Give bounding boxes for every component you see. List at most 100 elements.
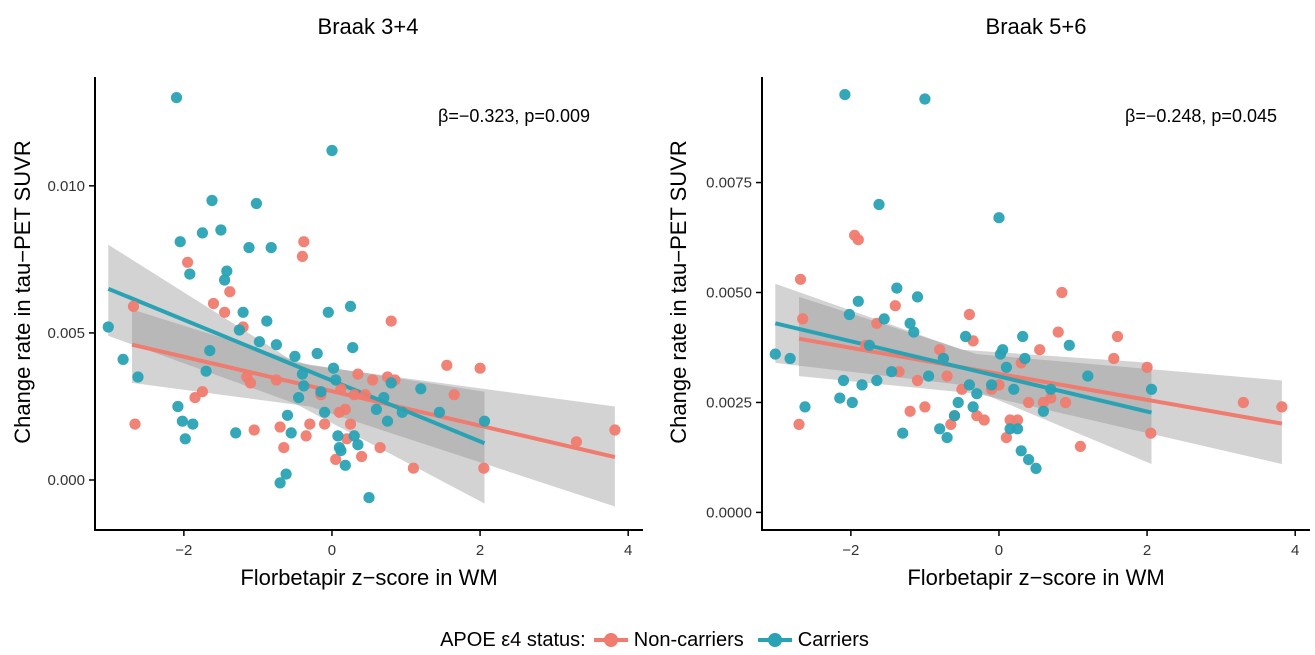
data-point-carriers bbox=[934, 423, 946, 435]
data-point-carriers bbox=[221, 265, 233, 277]
data-point-carriers bbox=[908, 326, 920, 338]
data-point-carriers bbox=[102, 321, 114, 333]
data-point-non-carriers bbox=[797, 313, 809, 325]
annotation-stats: β=−0.323, p=0.009 bbox=[438, 106, 590, 126]
data-point-carriers bbox=[330, 374, 342, 386]
data-point-carriers bbox=[873, 198, 885, 211]
legend-label-non-carriers: Non-carriers bbox=[633, 628, 744, 651]
data-point-carriers bbox=[326, 144, 338, 157]
data-point-non-carriers bbox=[474, 362, 486, 374]
data-point-non-carriers bbox=[1145, 427, 1157, 439]
data-point-carriers bbox=[204, 345, 216, 357]
data-point-carriers bbox=[941, 432, 953, 444]
legend-key-non-carriers bbox=[593, 629, 628, 651]
data-point-carriers bbox=[261, 315, 273, 327]
data-point-non-carriers bbox=[352, 368, 364, 380]
data-point-carriers bbox=[280, 468, 292, 480]
data-point-non-carriers bbox=[941, 370, 953, 382]
data-point-carriers bbox=[1019, 352, 1031, 365]
data-point-carriers bbox=[281, 409, 294, 421]
data-point-carriers bbox=[1145, 383, 1158, 395]
data-point-carriers bbox=[923, 370, 935, 382]
data-point-carriers bbox=[200, 365, 212, 377]
data-point-non-carriers bbox=[344, 418, 357, 430]
data-point-carriers bbox=[187, 418, 199, 430]
legend-point bbox=[767, 633, 782, 647]
data-point-carriers bbox=[385, 377, 397, 389]
data-point-carriers bbox=[878, 313, 890, 325]
data-point-carriers bbox=[243, 242, 255, 254]
data-point-non-carriers bbox=[1237, 396, 1249, 409]
y-axis-label: Change rate in tau−PET SUVR bbox=[666, 140, 691, 444]
data-points bbox=[102, 92, 621, 504]
fit-line-non-carriers bbox=[798, 336, 1283, 426]
x-axis-label: Florbetapir z−score in WM bbox=[240, 565, 497, 590]
data-point-non-carriers bbox=[298, 236, 310, 248]
data-point-non-carriers bbox=[319, 418, 331, 430]
data-point-non-carriers bbox=[1108, 352, 1120, 365]
data-point-carriers bbox=[937, 352, 950, 365]
data-point-carriers bbox=[298, 380, 310, 392]
data-point-carriers bbox=[315, 386, 327, 398]
data-points bbox=[769, 89, 1288, 474]
data-point-carriers bbox=[1045, 383, 1057, 395]
data-point-carriers bbox=[1008, 383, 1020, 395]
data-point-carriers bbox=[852, 295, 864, 307]
data-point-non-carriers bbox=[224, 286, 236, 298]
data-point-non-carriers bbox=[793, 418, 805, 430]
data-point-non-carriers bbox=[244, 377, 257, 389]
data-point-carriers bbox=[963, 379, 976, 391]
data-point-non-carriers bbox=[852, 234, 864, 246]
data-point-carriers bbox=[253, 336, 265, 348]
x-tick-label: 4 bbox=[624, 542, 632, 559]
data-point-carriers bbox=[948, 410, 961, 422]
data-point-non-carriers bbox=[296, 250, 308, 262]
data-point-carriers bbox=[1000, 361, 1013, 373]
data-point-non-carriers bbox=[1141, 361, 1153, 373]
fit-line-non-carriers bbox=[131, 342, 616, 459]
fit-lines bbox=[107, 286, 616, 459]
data-point-carriers bbox=[230, 427, 242, 439]
data-point-non-carriers bbox=[367, 374, 379, 386]
data-point-carriers bbox=[132, 371, 144, 383]
data-point-carriers bbox=[993, 212, 1005, 224]
data-point-non-carriers bbox=[300, 430, 312, 442]
data-point-non-carriers bbox=[385, 315, 397, 327]
data-point-non-carriers bbox=[374, 442, 386, 454]
data-point-non-carriers bbox=[889, 300, 901, 312]
legend-point bbox=[603, 633, 618, 647]
legend-label-carriers: Carriers bbox=[797, 628, 869, 651]
data-point-carriers bbox=[339, 459, 351, 471]
data-point-carriers bbox=[834, 392, 846, 404]
data-point-non-carriers bbox=[1111, 330, 1124, 343]
data-point-non-carriers bbox=[274, 421, 286, 433]
data-point-carriers bbox=[415, 383, 427, 395]
data-point-carriers bbox=[179, 433, 191, 445]
data-point-carriers bbox=[322, 306, 334, 318]
y-tick-label: 0.0025 bbox=[706, 394, 752, 411]
data-point-non-carriers bbox=[1011, 414, 1024, 426]
data-point-carriers bbox=[270, 339, 282, 351]
data-point-carriers bbox=[919, 93, 931, 105]
data-point-carriers bbox=[891, 282, 903, 294]
data-point-carriers bbox=[327, 362, 340, 374]
x-ticks: −2 0 2 4 bbox=[842, 530, 1299, 559]
data-point-carriers bbox=[784, 352, 796, 365]
data-point-carriers bbox=[478, 415, 491, 427]
ci-band-carriers bbox=[108, 244, 485, 504]
data-point-carriers bbox=[837, 374, 850, 387]
data-point-non-carriers bbox=[570, 436, 583, 448]
data-point-carriers bbox=[967, 401, 979, 413]
data-point-carriers bbox=[289, 350, 301, 362]
data-point-carriers bbox=[370, 403, 382, 415]
data-point-non-carriers bbox=[348, 389, 360, 401]
data-point-non-carriers bbox=[1060, 396, 1072, 409]
data-point-carriers bbox=[997, 344, 1009, 356]
data-point-carriers bbox=[219, 274, 231, 286]
data-point-carriers bbox=[274, 477, 286, 489]
x-tick-label: −2 bbox=[842, 542, 859, 559]
y-ticks: 0.0000 0.0025 0.0050 0.0075 bbox=[706, 175, 762, 521]
y-tick-label: 0.0050 bbox=[706, 285, 752, 302]
data-point-non-carriers bbox=[335, 383, 347, 395]
data-point-non-carriers bbox=[356, 450, 368, 463]
